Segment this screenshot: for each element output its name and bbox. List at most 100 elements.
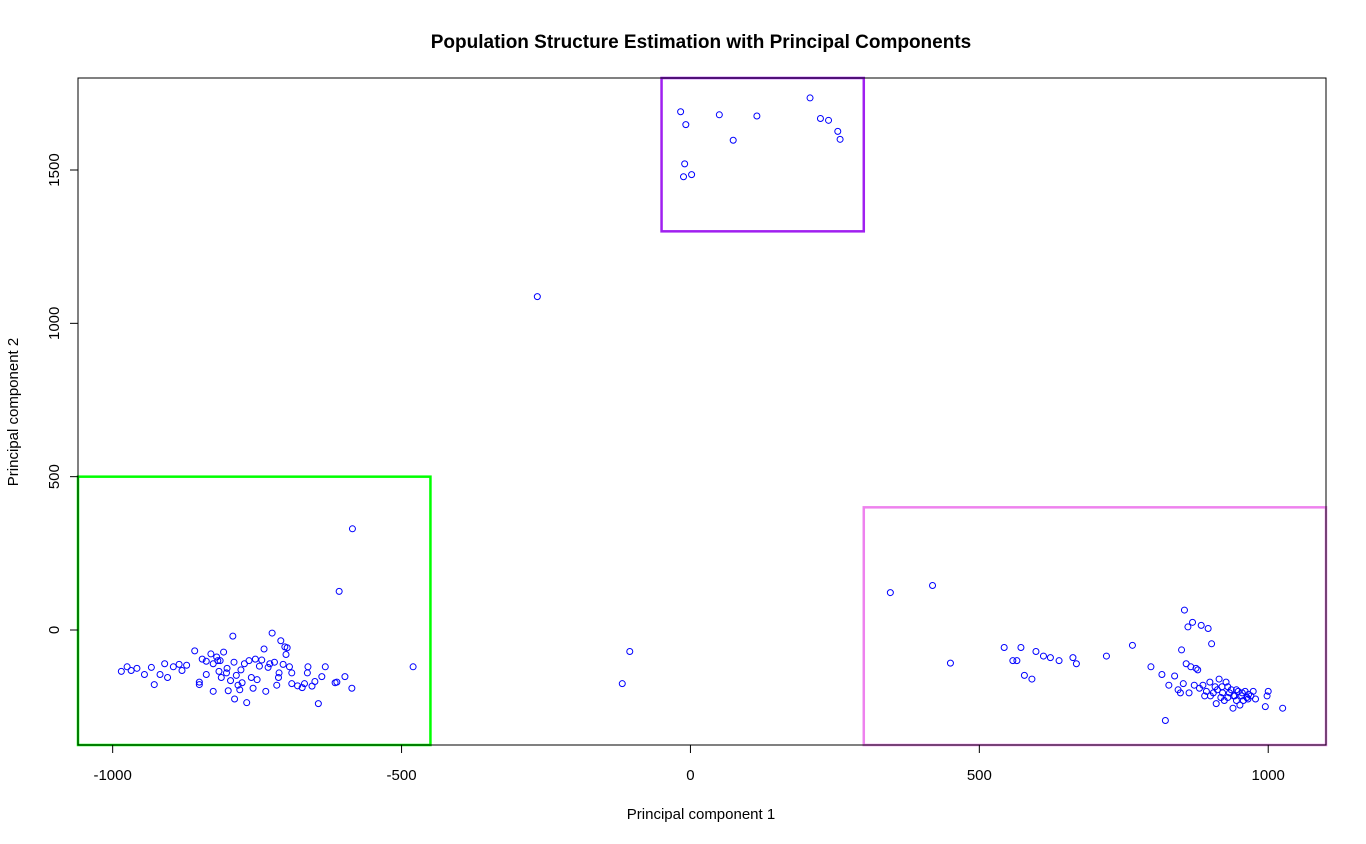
- data-point: [222, 669, 230, 677]
- data-point: [715, 111, 723, 119]
- data-point: [1178, 646, 1186, 654]
- data-point: [1009, 657, 1017, 665]
- data-point: [1252, 695, 1260, 703]
- data-point: [681, 160, 689, 168]
- data-point: [1017, 643, 1025, 651]
- data-point: [247, 674, 255, 682]
- data-point: [1206, 678, 1214, 686]
- data-point: [227, 677, 235, 685]
- data-point: [1244, 695, 1252, 703]
- data-point: [677, 108, 685, 116]
- data-point: [1069, 654, 1077, 662]
- data-point: [1204, 624, 1212, 632]
- data-point: [1212, 700, 1220, 708]
- data-point: [1249, 687, 1257, 695]
- data-point: [175, 660, 183, 668]
- y-tick-label: 500: [46, 464, 63, 489]
- data-point: [274, 674, 282, 682]
- data-point: [191, 647, 199, 655]
- data-point: [680, 173, 688, 181]
- data-point: [1032, 647, 1040, 655]
- y-tick-label: 1500: [46, 153, 63, 186]
- data-point: [1055, 657, 1063, 665]
- data-point: [1238, 689, 1246, 697]
- data-point: [223, 664, 231, 672]
- data-point: [1020, 671, 1028, 679]
- data-point: [1102, 652, 1110, 660]
- data-point: [1179, 680, 1187, 688]
- data-points: [117, 94, 1287, 724]
- data-point: [156, 670, 164, 678]
- data-point: [1176, 689, 1184, 697]
- data-point: [1189, 618, 1197, 626]
- data-point: [1197, 621, 1205, 629]
- data-point: [688, 171, 696, 179]
- data-point: [183, 661, 191, 669]
- data-point: [202, 670, 210, 678]
- data-point: [273, 681, 281, 689]
- data-point: [298, 684, 306, 692]
- data-point: [249, 684, 257, 692]
- data-point: [1264, 687, 1272, 695]
- data-point: [533, 293, 541, 301]
- data-point: [133, 664, 141, 672]
- data-point: [321, 663, 329, 671]
- data-point: [311, 678, 319, 686]
- x-tick-label: 1000: [1252, 767, 1285, 784]
- data-point: [1236, 701, 1244, 709]
- data-point: [626, 647, 634, 655]
- data-point: [1158, 670, 1166, 678]
- data-point: [195, 678, 203, 686]
- cluster-box-top: [660, 76, 866, 233]
- data-point: [195, 681, 203, 689]
- y-axis: 0 500 1000 1500: [46, 153, 78, 634]
- data-point: [304, 663, 312, 671]
- y-tick-label: 0: [46, 626, 63, 634]
- data-point: [1222, 678, 1230, 686]
- data-point: [253, 676, 261, 684]
- data-point: [161, 660, 169, 668]
- data-point: [318, 673, 326, 681]
- data-point: [150, 681, 158, 689]
- data-point: [1229, 704, 1237, 712]
- data-point: [1171, 672, 1179, 680]
- data-point: [236, 686, 244, 694]
- data-point: [237, 666, 245, 674]
- data-point: [1184, 623, 1192, 631]
- x-tick-label: 0: [686, 767, 694, 784]
- data-point: [264, 663, 272, 671]
- data-point: [886, 589, 894, 597]
- data-point: [164, 674, 172, 682]
- data-point: [283, 644, 291, 652]
- data-point: [1208, 640, 1216, 648]
- y-axis-label: Principal component 2: [5, 338, 22, 486]
- data-point: [1202, 687, 1210, 695]
- data-point: [262, 687, 270, 695]
- data-point: [303, 669, 311, 677]
- data-point: [753, 112, 761, 120]
- data-point: [1194, 666, 1202, 674]
- data-point: [198, 655, 206, 663]
- plot-frame: [77, 77, 1327, 746]
- chart-title: Population Structure Estimation with Pri…: [431, 32, 971, 53]
- data-point: [209, 687, 217, 695]
- data-point: [231, 695, 239, 703]
- data-point: [117, 667, 125, 675]
- data-point: [202, 657, 210, 665]
- data-point: [825, 116, 833, 124]
- data-point: [1028, 675, 1036, 683]
- data-point: [836, 135, 844, 143]
- x-tick-label: 500: [967, 767, 992, 784]
- data-point: [1230, 692, 1238, 700]
- data-point: [1128, 641, 1136, 649]
- data-point: [1234, 687, 1242, 695]
- data-point: [1279, 704, 1287, 712]
- data-point: [127, 666, 135, 674]
- data-point: [1206, 692, 1214, 700]
- data-point: [946, 659, 954, 667]
- data-point: [1180, 606, 1188, 614]
- data-point: [1147, 663, 1155, 671]
- data-point: [1232, 686, 1240, 694]
- data-point: [243, 699, 251, 707]
- data-point: [1218, 683, 1226, 691]
